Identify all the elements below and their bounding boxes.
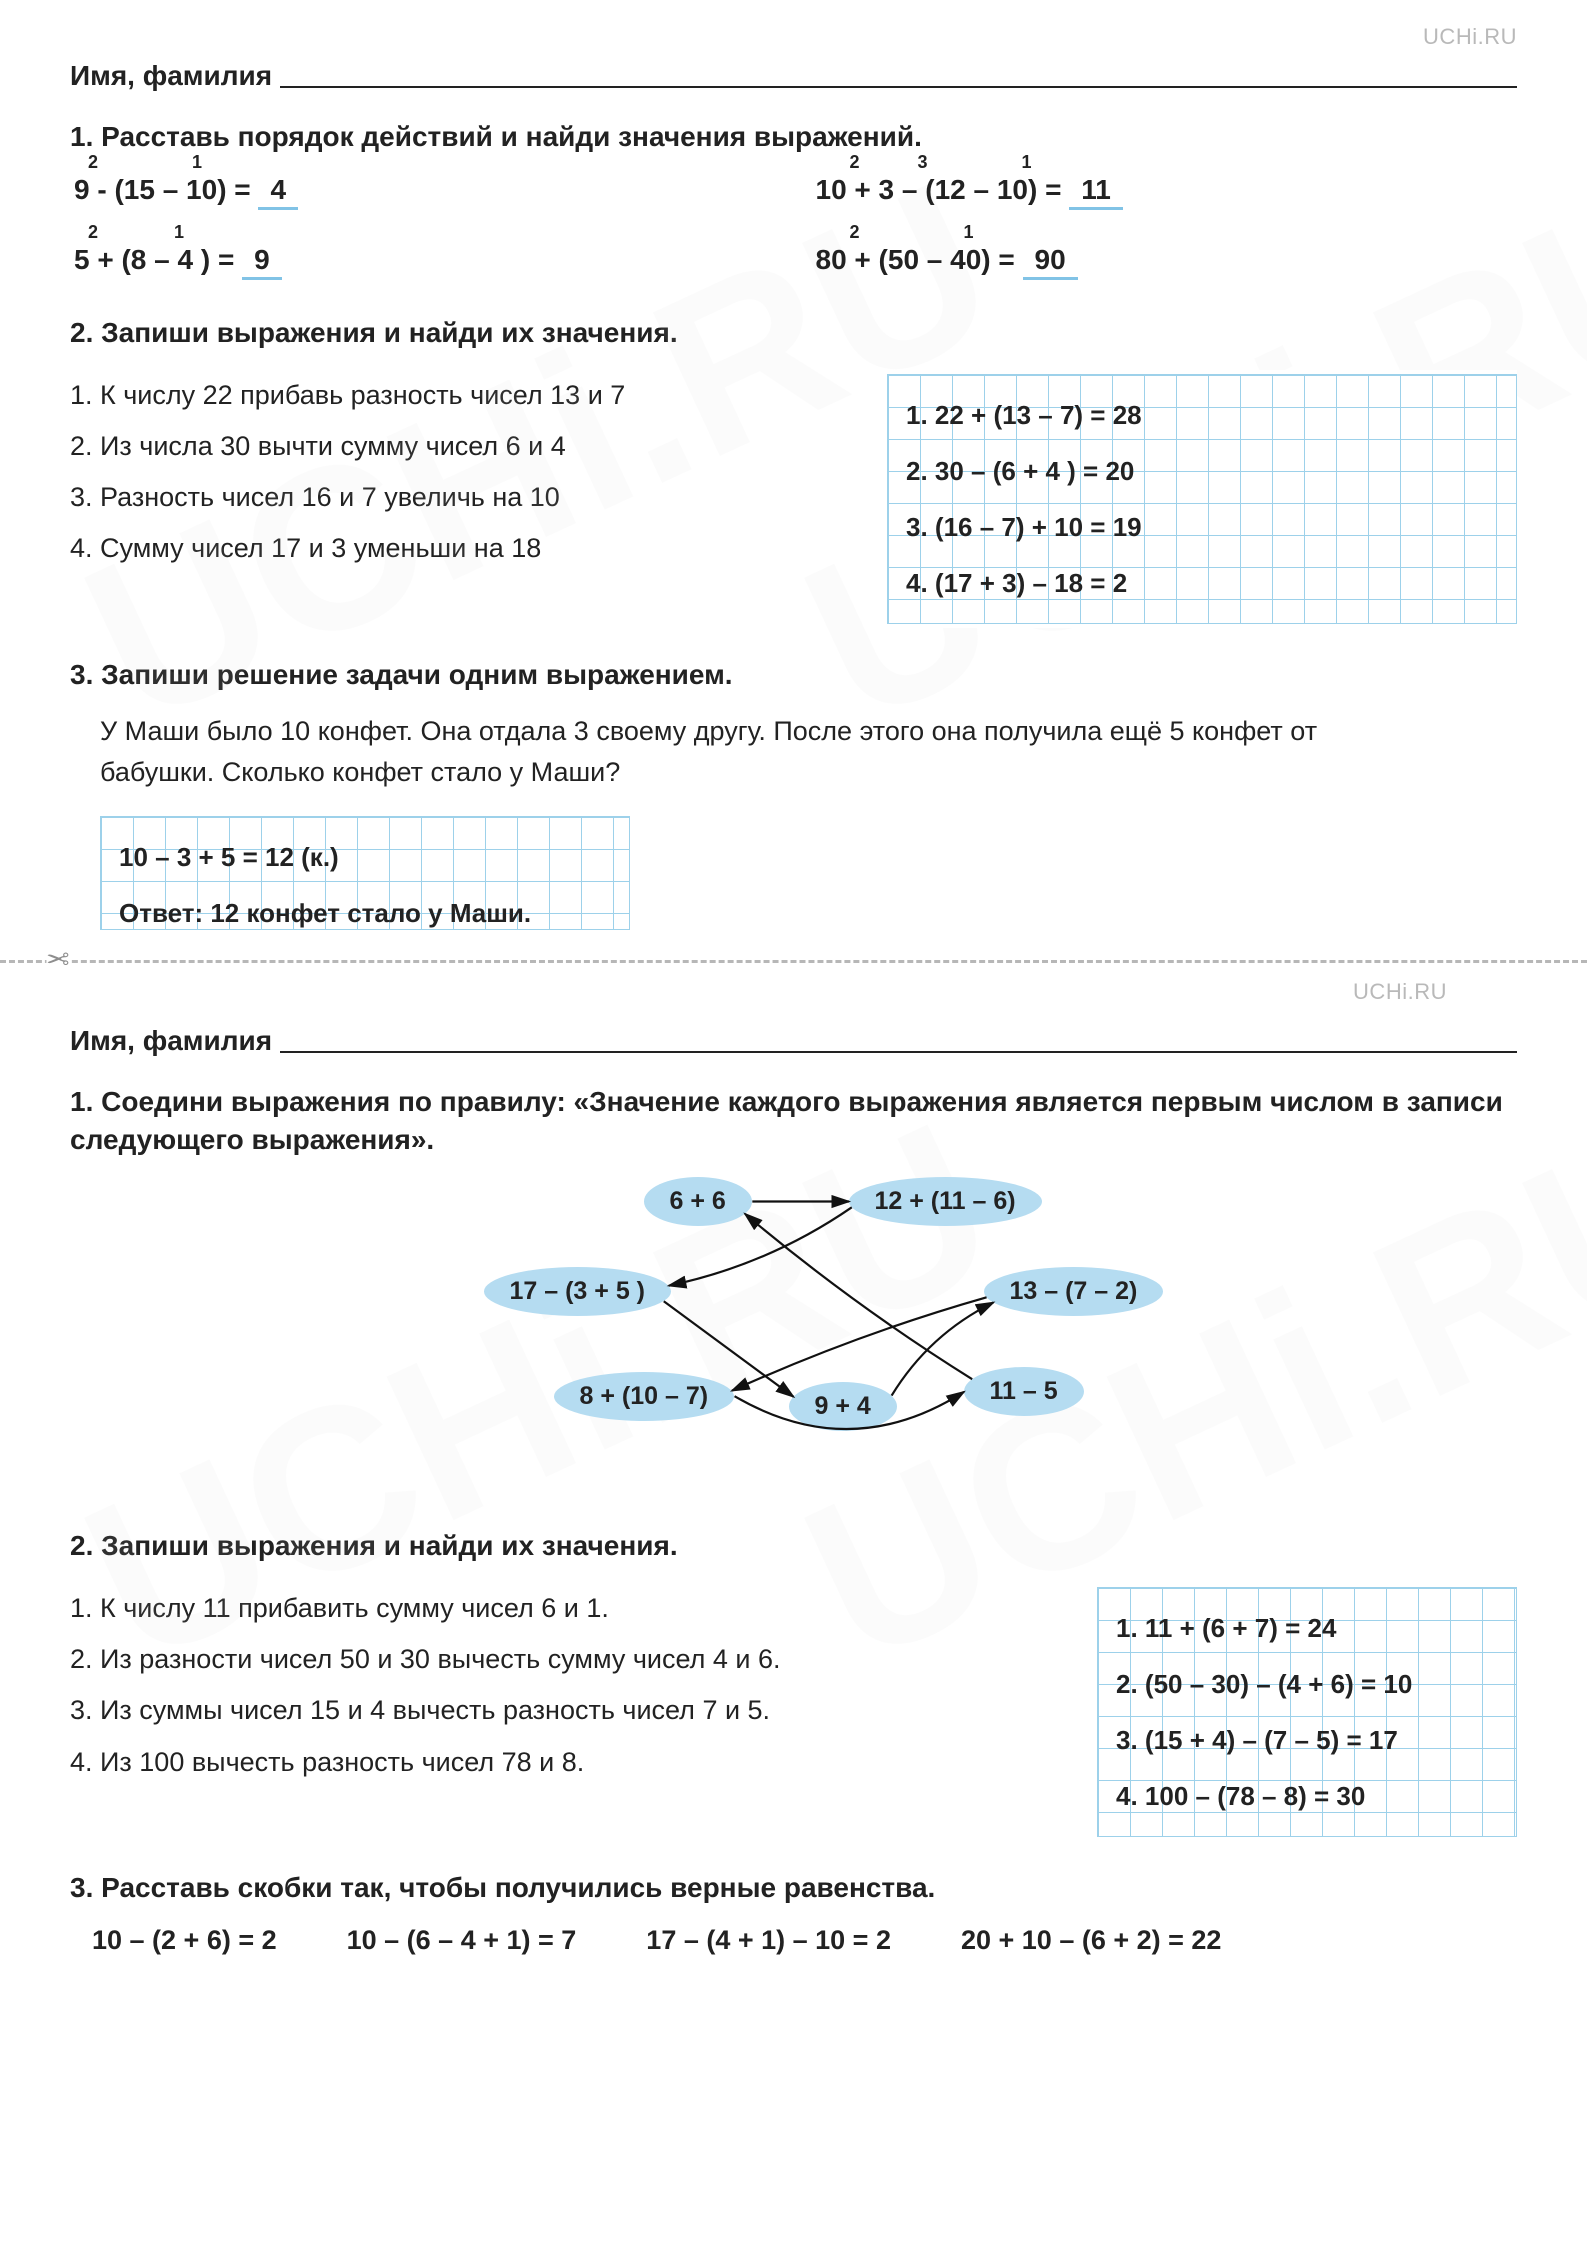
expression-answer: 11 (1069, 174, 1123, 210)
expression-answer: 4 (258, 174, 298, 210)
expression: 215 + (8 – 4 ) = 9 (74, 244, 776, 280)
order-superscript: 3 (918, 152, 928, 173)
order-superscript: 2 (850, 152, 860, 173)
topA-task3-problem: У Маши было 10 конфет. Она отдала 3 свое… (100, 711, 1330, 792)
name-row-bottom: Имя, фамилия (70, 1025, 1517, 1057)
arrow (731, 1297, 986, 1390)
bottom-task2-prompt-list: К числу 11 прибавить сумму чисел 6 и 1.И… (100, 1583, 1077, 1788)
grid-answer-row: 2. 30 – (6 + 4 ) = 20 (888, 455, 1516, 487)
expression: 2180 + (50 – 40) = 90 (816, 244, 1518, 280)
list-item: Разность чисел 16 и 7 увеличь на 10 (100, 472, 867, 523)
equation: 20 + 10 – (6 + 2) = 22 (961, 1925, 1221, 1956)
grid-answer-row: 1. 22 + (13 – 7) = 28 (888, 399, 1516, 431)
topA-task2-title: 2. Запиши выражения и найди их значения. (70, 314, 1517, 352)
expression-text: 5 + (8 – 4 ) = (74, 244, 242, 275)
brand-logo-bottom: UCHi.RU (1353, 979, 1447, 1005)
scissors-icon: ✂ (46, 943, 69, 976)
equation: 10 – (2 + 6) = 2 (92, 1925, 277, 1956)
expression: 23110 + 3 – (12 – 10) = 11 (816, 174, 1518, 210)
expression-text: 9 - (15 – 10) = (74, 174, 258, 205)
expression-answer: 90 (1023, 244, 1078, 280)
topA-task3-answer-grid: 10 – 3 + 5 = 12 (к.) Ответ: 12 конфет ст… (100, 816, 630, 930)
topA-task3-answer-text: Ответ: 12 конфет стало у Маши. (101, 897, 629, 929)
name-underline-bottom (280, 1051, 1517, 1053)
bottom-task2-title: 2. Запиши выражения и найди их значения. (70, 1527, 1517, 1565)
topA-task3-solution: 10 – 3 + 5 = 12 (к.) (101, 841, 629, 873)
grid-answer-row: 4. 100 – (78 – 8) = 30 (1098, 1780, 1516, 1812)
topA-task2-answer-grid: 1. 22 + (13 – 7) = 28 2. 30 – (6 + 4 ) = … (887, 374, 1517, 624)
bottom-task1-diagram: 6 + 612 + (11 – 6)17 – (3 + 5 )13 – (7 –… (344, 1177, 1244, 1497)
order-superscript: 2 (88, 152, 98, 173)
grid-answer-row: 1. 11 + (6 + 7) = 24 (1098, 1612, 1516, 1644)
grid-answer-row: 4. (17 + 3) – 18 = 2 (888, 567, 1516, 599)
arrow (663, 1301, 793, 1397)
order-superscript: 2 (88, 222, 98, 243)
name-underline (280, 86, 1517, 88)
arrow (734, 1392, 963, 1429)
order-superscript: 1 (174, 222, 184, 243)
order-superscript: 1 (1022, 152, 1032, 173)
arrow-layer (344, 1177, 1244, 1497)
name-label-bottom: Имя, фамилия (70, 1025, 272, 1057)
bottom-task3-title: 3. Расставь скобки так, чтобы получились… (70, 1869, 1517, 1907)
brand-logo-top: UCHi.RU (1423, 24, 1517, 50)
list-item: Из суммы чисел 15 и 4 вычесть разность ч… (100, 1685, 1077, 1736)
list-item: Сумму чисел 17 и 3 уменьши на 18 (100, 523, 867, 574)
bottom-task2-answer-grid: 1. 11 + (6 + 7) = 24 2. (50 – 30) – (4 + … (1097, 1587, 1517, 1837)
cut-line (0, 960, 1587, 963)
expression-answer: 9 (242, 244, 282, 280)
name-label: Имя, фамилия (70, 60, 272, 92)
list-item: К числу 22 прибавь разность чисел 13 и 7 (100, 370, 867, 421)
topA-task3-title: 3. Запиши решение задачи одним выражение… (70, 656, 1517, 694)
list-item: К числу 11 прибавить сумму чисел 6 и 1. (100, 1583, 1077, 1634)
bottom-task1-title: 1. Соедини выражения по правилу: «Значен… (70, 1083, 1517, 1159)
topA-task1-title: 1. Расставь порядок действий и найди зна… (70, 118, 1517, 156)
list-item: Из 100 вычесть разность чисел 78 и 8. (100, 1737, 1077, 1788)
expression-text: 80 + (50 – 40) = (816, 244, 1023, 275)
expression: 219 - (15 – 10) = 4 (74, 174, 776, 210)
grid-answer-row: 3. (16 – 7) + 10 = 19 (888, 511, 1516, 543)
order-superscript: 2 (850, 222, 860, 243)
equation: 17 – (4 + 1) – 10 = 2 (646, 1925, 891, 1956)
list-item: Из разности чисел 50 и 30 вычесть сумму … (100, 1634, 1077, 1685)
arrow (891, 1302, 993, 1395)
order-superscript: 1 (192, 152, 202, 173)
grid-answer-row: 2. (50 – 30) – (4 + 6) = 10 (1098, 1668, 1516, 1700)
equation: 10 – (6 – 4 + 1) = 7 (347, 1925, 577, 1956)
arrow (668, 1207, 851, 1285)
name-row: Имя, фамилия (70, 60, 1517, 92)
arrow (744, 1214, 971, 1379)
list-item: Из числа 30 вычти сумму чисел 6 и 4 (100, 421, 867, 472)
topA-task1-expr-grid: 219 - (15 – 10) = 423110 + 3 – (12 – 10)… (74, 174, 1517, 280)
topA-task2-prompt-list: К числу 22 прибавь разность чисел 13 и 7… (100, 370, 867, 575)
grid-answer-row: 3. (15 + 4) – (7 – 5) = 17 (1098, 1724, 1516, 1756)
bottom-task3-equations: 10 – (2 + 6) = 2 10 – (6 – 4 + 1) = 7 17 –… (92, 1925, 1517, 1956)
expression-text: 10 + 3 – (12 – 10) = (816, 174, 1070, 205)
order-superscript: 1 (964, 222, 974, 243)
